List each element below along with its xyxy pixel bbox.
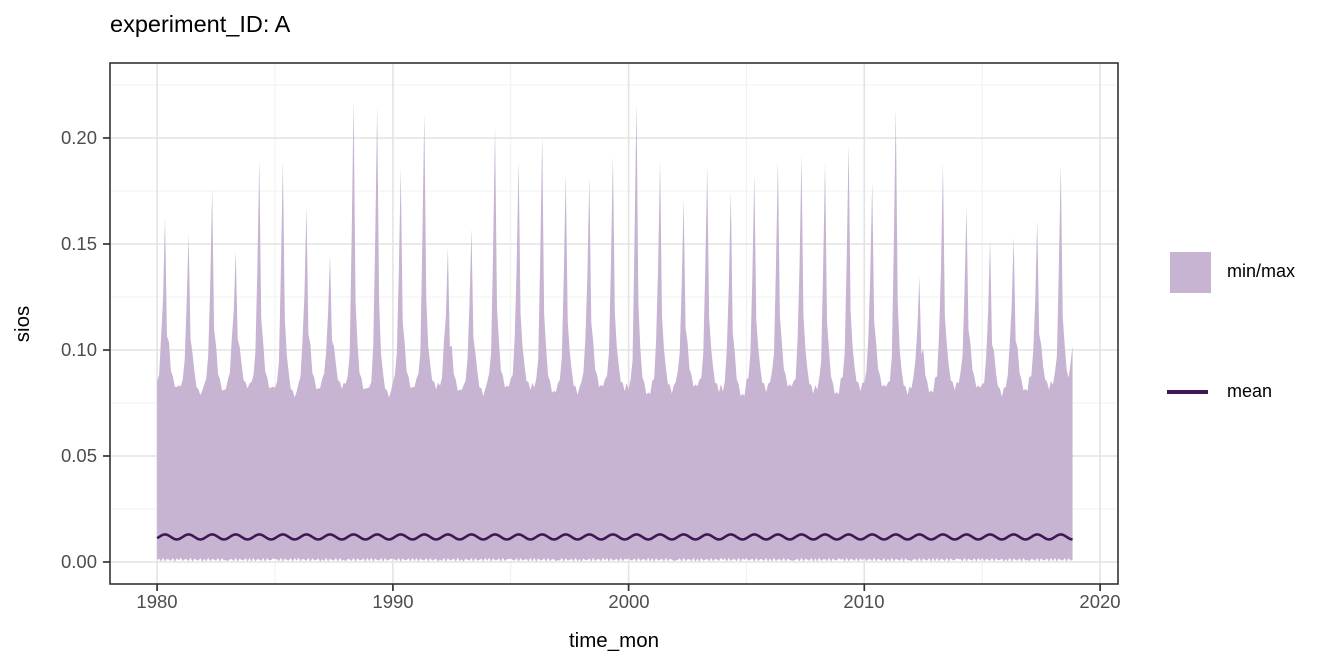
y-tick-label: 0.05 xyxy=(60,445,97,466)
x-axis-title: time_mon xyxy=(568,629,659,652)
y-axis-title: sios xyxy=(11,305,34,343)
x-tick-label: 1990 xyxy=(372,591,414,612)
y-tick-label: 0.10 xyxy=(60,339,97,360)
x-tick-label: 2020 xyxy=(1079,591,1121,612)
x-tick-label: 2000 xyxy=(608,591,650,612)
y-tick-label: 0.00 xyxy=(60,551,97,572)
legend-line-swatch xyxy=(1167,390,1208,394)
plot-title: experiment_ID: A xyxy=(110,11,291,37)
minmax-ribbon xyxy=(157,100,1073,562)
mean-line xyxy=(156,533,1073,541)
y-tick-label: 0.15 xyxy=(60,233,97,254)
x-tick-label: 2010 xyxy=(843,591,885,612)
x-tick-label: 1980 xyxy=(136,591,178,612)
y-tick-label: 0.20 xyxy=(60,127,97,148)
panel-border xyxy=(109,62,1119,585)
legend-label-mean: mean xyxy=(1227,381,1273,401)
legend-ribbon-swatch xyxy=(1170,252,1211,293)
legend-label-minmax: min/max xyxy=(1227,261,1296,281)
legend: min/max mean xyxy=(1150,230,1344,430)
